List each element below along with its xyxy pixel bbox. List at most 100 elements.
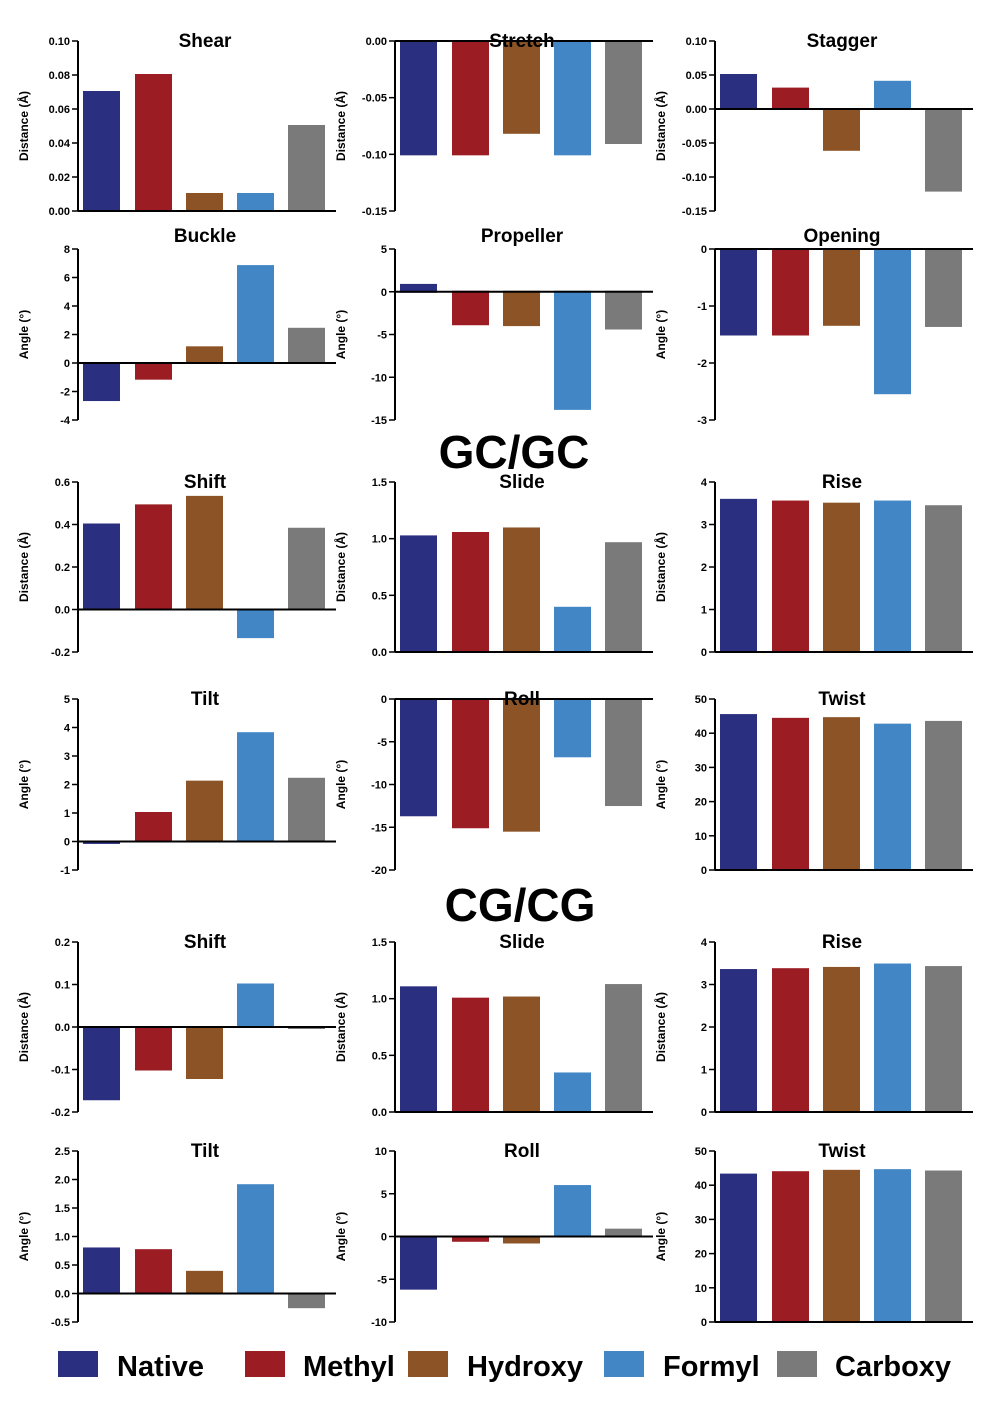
bar-carboxy — [925, 1170, 962, 1324]
bar-hydroxy — [823, 717, 860, 871]
bar-native — [400, 698, 437, 817]
y-tick-label: -5 — [377, 330, 387, 342]
bar-carboxy — [925, 505, 962, 653]
panel-4-tilt: -1 0 1 2 3 4 5 Angle (°) Tilt — [17, 689, 336, 877]
legend-label-native: Native — [117, 1351, 204, 1383]
bar-hydroxy — [823, 966, 860, 1113]
y-tick-label: 0 — [64, 358, 70, 370]
bar-formyl — [554, 290, 591, 410]
panel-title: Tilt — [191, 689, 220, 710]
y-tick-label: 3 — [64, 751, 70, 763]
y-tick-label: 0.0 — [372, 1107, 387, 1119]
y-tick-label: -4 — [60, 415, 71, 427]
panel-4-roll: -20 -15 -10 -5 0 Angle (°) Roll — [334, 689, 653, 877]
bar-native — [720, 74, 757, 110]
y-tick-label: 0 — [381, 694, 387, 706]
y-tick-label: -2 — [697, 358, 707, 370]
panel-title: Tilt — [191, 1141, 220, 1162]
panel-title: Stagger — [807, 31, 878, 52]
y-tick-label: 0.08 — [49, 70, 70, 82]
bar-methyl — [135, 504, 172, 611]
y-tick-label: 0.10 — [686, 36, 707, 48]
y-tick-label: 0.2 — [55, 562, 70, 574]
bar-formyl — [237, 983, 274, 1028]
y-tick-label: 10 — [375, 1146, 387, 1158]
legend-swatch-methyl — [245, 1351, 285, 1377]
y-axis-label: Angle (°) — [654, 760, 668, 809]
bar-formyl — [554, 698, 591, 758]
bar-formyl — [874, 80, 911, 111]
y-tick-label: 0.6 — [55, 477, 70, 489]
bar-formyl — [554, 606, 591, 653]
y-tick-label: 0.5 — [55, 1260, 70, 1272]
y-tick-label: 0.05 — [686, 70, 707, 82]
section-title-gc: GC/GC — [439, 426, 590, 478]
bar-formyl — [237, 265, 274, 365]
y-tick-label: 0.00 — [366, 36, 387, 48]
bar-formyl — [874, 500, 911, 653]
bar-native — [400, 40, 437, 156]
bar-methyl — [772, 500, 809, 653]
bar-carboxy — [925, 720, 962, 871]
y-axis-label: Angle (°) — [654, 310, 668, 359]
panel-title: Stretch — [489, 31, 554, 52]
bar-methyl — [452, 290, 489, 326]
bar-hydroxy — [503, 698, 540, 832]
panel-title: Shift — [184, 472, 227, 493]
bar-methyl — [772, 968, 809, 1114]
bar-methyl — [452, 698, 489, 829]
section-title-cg: CG/CG — [445, 879, 596, 931]
bar-native — [400, 283, 437, 293]
y-tick-label: -1 — [60, 865, 70, 877]
y-tick-label: 10 — [695, 831, 707, 843]
bar-formyl — [554, 40, 591, 156]
bar-carboxy — [605, 542, 642, 654]
legend-label-hydroxy: Hydroxy — [467, 1351, 583, 1383]
bar-methyl — [452, 532, 489, 653]
bar-carboxy — [605, 984, 642, 1113]
panel-title: Twist — [818, 1141, 866, 1162]
panel-title: Opening — [803, 226, 880, 247]
y-tick-label: 0 — [701, 244, 707, 256]
bar-formyl — [874, 963, 911, 1114]
legend-label-carboxy: Carboxy — [835, 1351, 951, 1383]
y-axis-label: Angle (°) — [17, 760, 31, 809]
y-axis-label: Distance (Å) — [333, 532, 348, 602]
bar-methyl — [135, 74, 172, 212]
y-tick-label: 10 — [695, 1283, 707, 1295]
y-tick-label: 0.0 — [55, 1289, 70, 1301]
bar-hydroxy — [186, 193, 223, 212]
bar-carboxy — [925, 248, 962, 327]
y-tick-label: 1.5 — [372, 937, 387, 949]
y-tick-label: 0.00 — [49, 206, 70, 218]
y-tick-label: 0.5 — [372, 590, 387, 602]
y-axis-label: Angle (°) — [334, 310, 348, 359]
y-tick-label: 6 — [64, 273, 70, 285]
panel-6-roll: -10 -5 0 5 10 Angle (°) Roll — [334, 1141, 653, 1329]
bar-methyl — [772, 1171, 809, 1323]
y-axis-label: Angle (°) — [17, 1212, 31, 1261]
y-axis-label: Distance (Å) — [653, 532, 668, 602]
bar-hydroxy — [186, 1026, 223, 1079]
bar-formyl — [237, 608, 274, 639]
bar-hydroxy — [503, 527, 540, 654]
bar-native — [83, 1026, 120, 1101]
bar-native — [720, 714, 757, 871]
y-tick-label: -0.15 — [362, 206, 387, 218]
bar-hydroxy — [823, 248, 860, 326]
panel-title: Slide — [499, 932, 544, 953]
panel-title: Rise — [822, 932, 862, 953]
y-tick-label: 50 — [695, 694, 707, 706]
y-tick-label: -0.05 — [362, 93, 387, 105]
bar-methyl — [772, 717, 809, 871]
y-tick-label: 4 — [701, 477, 708, 489]
y-tick-label: 0 — [381, 1232, 387, 1244]
y-tick-label: 0.2 — [55, 937, 70, 949]
bar-carboxy — [288, 1292, 325, 1309]
panel-1-stretch: -0.15 -0.10 -0.05 0.00 Distance (Å) Stretch — [333, 31, 653, 218]
bar-native — [720, 248, 757, 336]
y-tick-label: 0.0 — [372, 647, 387, 659]
bar-hydroxy — [503, 996, 540, 1113]
panel-6-tilt: -0.5 0.0 0.5 1.0 1.5 2.0 2.5 Angle (°) Tilt — [17, 1141, 336, 1329]
y-tick-label: 2.5 — [55, 1146, 70, 1158]
